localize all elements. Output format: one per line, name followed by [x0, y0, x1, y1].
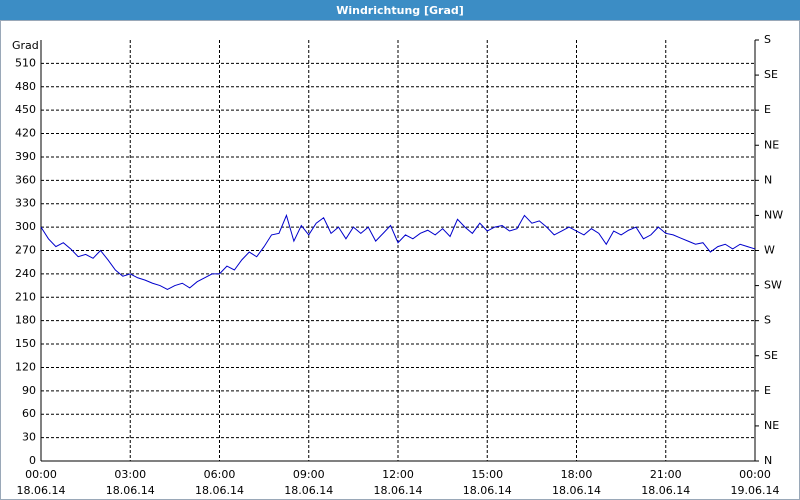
x-tick-label: 03:00 18.06.14: [106, 468, 155, 497]
x-tick-label: 21:00 18.06.14: [641, 468, 690, 497]
y2-tick-label: S: [764, 314, 771, 327]
y-tick-label: 330: [15, 197, 36, 210]
y-tick-label: 420: [15, 127, 36, 140]
y2-tick-label: N: [764, 454, 772, 467]
y-tick-label: 300: [15, 220, 36, 233]
y2-tick-label: N: [764, 173, 772, 186]
y-tick-label: 90: [22, 384, 36, 397]
y2-tick-label: W: [764, 244, 775, 257]
y-tick-label: 120: [15, 360, 36, 373]
y-tick-label: 30: [22, 431, 36, 444]
chart-title: Windrichtung [Grad]: [336, 4, 464, 17]
y2-tick-label: NE: [764, 419, 779, 432]
x-tick-label: 00:00 18.06.14: [17, 468, 66, 497]
y2-tick-label: NE: [764, 138, 779, 151]
y-tick-label: 480: [15, 80, 36, 93]
y-tick-label: 60: [22, 407, 36, 420]
y2-tick-label: E: [764, 384, 771, 397]
y2-tick-label: SE: [764, 349, 778, 362]
y-axis-label: Grad: [12, 39, 39, 52]
y-tick-label: 270: [15, 244, 36, 257]
y-tick-label: 450: [15, 103, 36, 116]
data-line: [40, 213, 756, 291]
y2-tick-label: E: [764, 103, 771, 116]
x-tick-label: 15:00 18.06.14: [463, 468, 512, 497]
y2-tick-label: SW: [764, 279, 782, 292]
x-tick-label: 09:00 18.06.14: [284, 468, 333, 497]
y2-tick-label: SE: [764, 68, 778, 81]
y-tick-label: 510: [15, 56, 36, 69]
y-tick-label: 240: [15, 267, 36, 280]
y-tick-label: 150: [15, 337, 36, 350]
title-bar: [0, 0, 800, 20]
y-tick-label: 360: [15, 173, 36, 186]
y-tick-label: 390: [15, 150, 36, 163]
x-tick-label: 00:00 19.06.14: [731, 468, 780, 497]
y-tick-label: 180: [15, 314, 36, 327]
y2-tick-label: S: [764, 33, 771, 46]
y2-tick-label: NW: [764, 208, 783, 221]
x-tick-label: 06:00 18.06.14: [195, 468, 244, 497]
window-frame: [0, 20, 800, 500]
x-tick-label: 12:00 18.06.14: [374, 468, 423, 497]
x-tick-label: 18:00 18.06.14: [552, 468, 601, 497]
y-tick-label: 0: [29, 454, 36, 467]
y-tick-label: 210: [15, 290, 36, 303]
